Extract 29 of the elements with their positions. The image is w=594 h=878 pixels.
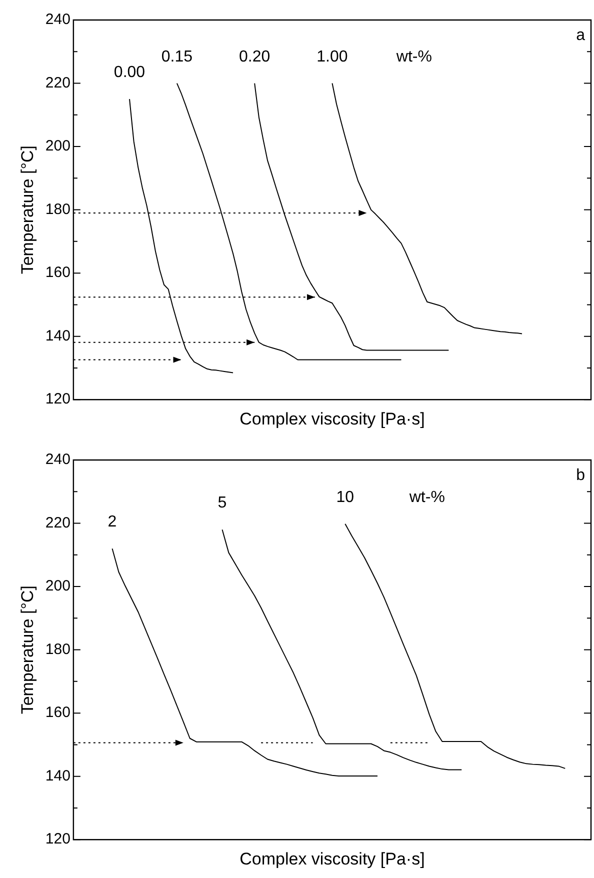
y-tick-label: 140 bbox=[45, 767, 70, 784]
y-tick-label: 180 bbox=[45, 640, 70, 658]
legend-label: 0.00 bbox=[114, 64, 146, 82]
legend-label: 2 bbox=[108, 514, 117, 531]
y-axis-title: Temperature [°C] bbox=[18, 585, 37, 714]
series-label: 1.00 bbox=[316, 48, 348, 66]
y-tick-label: 220 bbox=[45, 514, 70, 532]
y-tick-label: 240 bbox=[45, 11, 70, 28]
series-label: 0.15 bbox=[161, 48, 193, 66]
y-tick-label: 220 bbox=[45, 74, 70, 92]
y-axis-title: Temperature [°C] bbox=[18, 145, 37, 274]
series-label: 0.20 bbox=[239, 48, 270, 66]
y-tick-label: 200 bbox=[45, 138, 70, 155]
series-label: 5 bbox=[218, 494, 227, 512]
x-axis-title: Complex viscosity [Pa·s] bbox=[240, 849, 425, 868]
annotation: wt-% bbox=[408, 488, 445, 506]
y-tick-label: 180 bbox=[45, 200, 70, 218]
y-tick-label: 160 bbox=[45, 704, 70, 722]
y-tick-label: 140 bbox=[45, 327, 70, 344]
annotation: b bbox=[576, 467, 586, 484]
x-axis-title: Complex viscosity [Pa·s] bbox=[240, 409, 425, 428]
y-tick-label: 200 bbox=[45, 578, 70, 595]
series-label: 10 bbox=[336, 488, 354, 506]
y-tick-label: 160 bbox=[45, 264, 70, 282]
y-tick-label: 240 bbox=[45, 451, 70, 468]
y-tick-label: 120 bbox=[45, 390, 70, 408]
annotation: wt-% bbox=[395, 48, 432, 66]
annotation: a bbox=[576, 27, 586, 44]
y-tick-label: 120 bbox=[45, 830, 70, 848]
